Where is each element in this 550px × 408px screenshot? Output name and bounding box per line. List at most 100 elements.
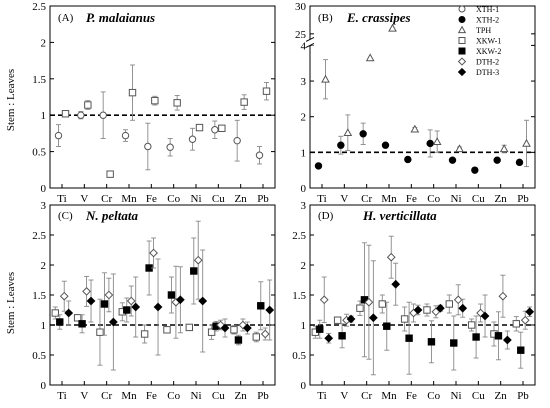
series-dth-3 (64, 249, 275, 371)
y-tick-label: 0.5 (292, 350, 306, 362)
data-point-xth-2-fe (404, 155, 412, 164)
legend-marker-dth-3 (457, 67, 467, 77)
data-point-dth-3-cr (108, 317, 118, 327)
data-point-xkw-1-v (84, 101, 92, 109)
panel-title: N. peltata (85, 208, 138, 223)
legend-marker-xth-2 (458, 16, 466, 23)
data-point-dth-3-v (86, 296, 96, 306)
data-point-dth-3-ni (458, 303, 468, 313)
x-tick-label-co: Co (427, 193, 440, 205)
data-point-xkw-2-cr (100, 300, 109, 308)
data-point-dth-2-mn (386, 252, 396, 262)
data-point-xkw-1-ti (61, 110, 70, 118)
legend-label-dth-2: DTH-2 (476, 58, 499, 67)
data-point-dth-2-ni (193, 255, 203, 265)
series-xkw-1 (311, 294, 520, 347)
data-point-xkw-1-mn (378, 300, 387, 308)
data-point-xkw-1-ti (51, 309, 59, 317)
x-tick-label-cr: Cr (361, 193, 372, 205)
data-point-xkw-2-v (338, 332, 346, 340)
data-point-dth-3-fe (413, 305, 423, 315)
data-point-xth-2-pb (515, 158, 524, 167)
data-point-xkw-1-ni (185, 323, 194, 332)
data-point-xkw-1-zn (240, 98, 248, 106)
x-tick-label-pb: Pb (517, 193, 529, 205)
legend-marker-tph (457, 25, 467, 34)
data-point-dth-3-fe (153, 302, 163, 312)
data-point-xkw-2-v (78, 320, 86, 328)
panel-letter: (B) (318, 12, 333, 24)
axis-break-gap (307, 39, 314, 46)
data-point-xkw-2-co (167, 291, 176, 299)
data-point-xth-2-zn (493, 156, 501, 164)
y-tick-label: 25 (295, 29, 307, 41)
plot-frame (49, 204, 276, 386)
data-point-dth-3-cr (368, 313, 378, 323)
data-point-xth-2-cu (471, 166, 479, 174)
data-point-dth-3-mn (131, 302, 141, 312)
data-point-xkw-1-v (333, 316, 342, 324)
x-tick-label-ti: Ti (317, 390, 326, 402)
data-point-dth-3-cu (220, 323, 230, 333)
y-tick-label: 2 (41, 260, 47, 272)
x-tick-label-co: Co (167, 390, 180, 402)
data-point-xth-1-mn (121, 131, 130, 140)
series-dth-2 (319, 235, 530, 360)
data-point-xth-1-cu (211, 126, 219, 134)
y-tick-label: 2 (41, 37, 47, 49)
data-point-tph-fe (410, 124, 420, 133)
x-tick-label-zn: Zn (495, 390, 508, 402)
data-point-xth-1-ti (54, 131, 63, 140)
y-tick-label: 2 (301, 260, 307, 272)
data-point-dth-3-zn (502, 335, 512, 345)
data-point-xkw-1-ni (445, 300, 454, 308)
data-point-xkw-2-zn (234, 336, 243, 344)
x-tick-label-fe: Fe (146, 390, 157, 402)
x-tick-label-ti: Ti (57, 390, 66, 402)
panel-letter: (D) (318, 210, 334, 222)
data-point-xkw-2-co (427, 338, 436, 346)
x-tick-label-cr: Cr (361, 390, 372, 402)
y-tick-label: 4 (301, 40, 307, 52)
data-point-dth-3-co (435, 303, 445, 313)
data-point-xth-1-ni (188, 135, 197, 143)
data-point-dth-3-ti (64, 308, 74, 318)
data-point-xth-2-co (426, 139, 434, 148)
x-tick-label-pb: Pb (257, 193, 269, 205)
panel-title: H. verticillata (362, 208, 437, 223)
data-point-xkw-2-ti (316, 325, 324, 333)
data-point-dth-2-zn (498, 291, 508, 301)
y-axis-label-bottom: Stem : Leaves (5, 272, 17, 334)
series-dth-2 (59, 220, 270, 341)
series-xth-1 (54, 91, 264, 171)
legend-label-xkw-1: XKW-1 (476, 37, 501, 46)
series-dth-3 (324, 260, 535, 376)
y-tick-label: 3 (41, 200, 47, 212)
y-tick-label: 2 (301, 112, 307, 124)
legend-label-xth-2: XTH-2 (476, 16, 499, 25)
data-point-xkw-2-pb (257, 302, 265, 310)
y-tick-label: 0 (301, 380, 307, 392)
data-point-tph-ni (455, 144, 464, 153)
plot-frame (49, 5, 276, 189)
data-point-dth-3-v (346, 314, 356, 324)
panel-letter: (A) (58, 12, 74, 24)
data-point-xkw-1-cr (106, 170, 114, 178)
y-tick-label: 3 (301, 200, 307, 212)
data-point-dth-2-ti (59, 291, 69, 301)
data-point-xkw-2-fe (405, 334, 413, 342)
data-point-xkw-1-co (173, 99, 181, 107)
x-tick-label-cu: Cu (212, 390, 225, 402)
data-point-xth-1-v (77, 111, 85, 119)
y-tick-label: 0 (41, 380, 47, 392)
legend-marker-xkw-1 (458, 37, 466, 44)
data-point-xkw-1-fe (140, 330, 149, 338)
panel-title: P. malaianus (86, 10, 155, 25)
panel-b: (B) E. crassipes 0 1 2 3 425 30 Ti V Cr Mn Fe Co Ni C… (295, 1, 536, 205)
data-point-xth-2-ti (314, 162, 323, 170)
data-point-xkw-2-cu (472, 333, 480, 341)
data-point-tph-pb (522, 138, 531, 147)
y-tick-label: 1 (41, 320, 47, 332)
